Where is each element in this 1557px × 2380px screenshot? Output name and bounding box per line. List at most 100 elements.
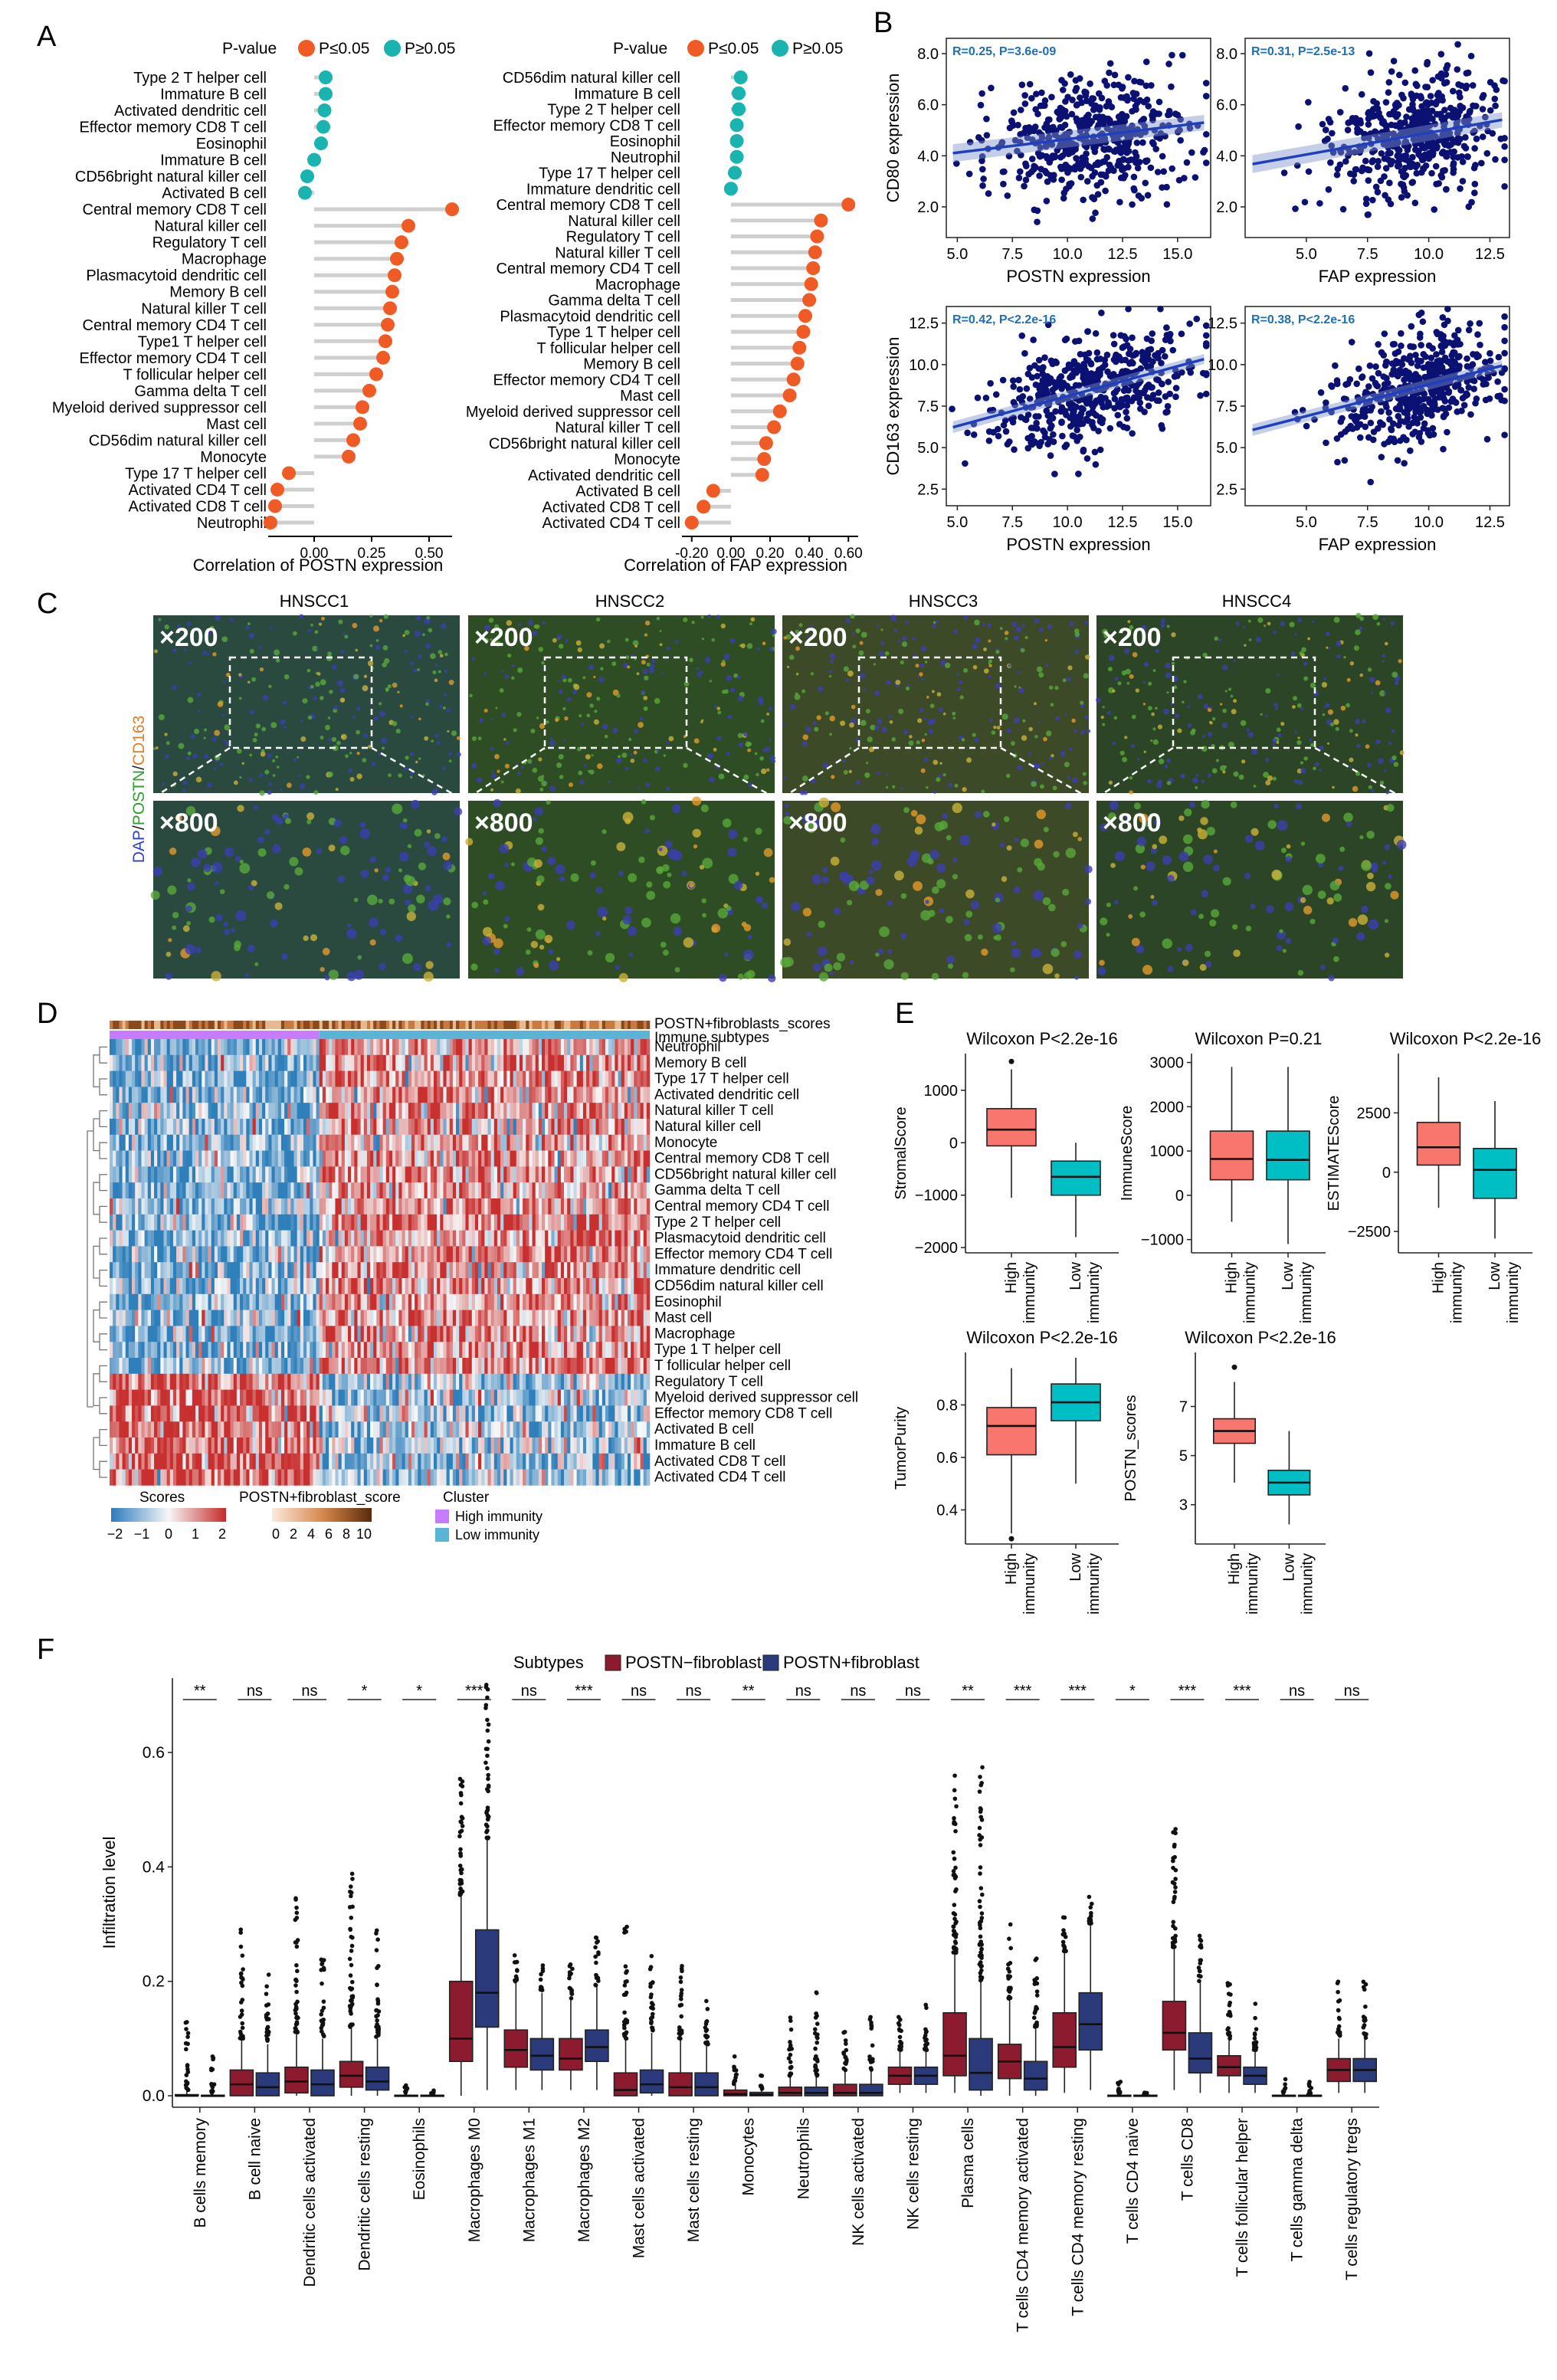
- fibroblast-score-cell: [424, 1021, 428, 1029]
- scatter-point: [1051, 129, 1058, 136]
- cell-spot: [356, 729, 361, 735]
- cell-spot: [1221, 722, 1228, 729]
- scatter-point: [1437, 342, 1445, 349]
- cell-spot: [1274, 706, 1278, 710]
- scatter-point: [1174, 111, 1182, 119]
- fibroblast-score-cell: [618, 1021, 621, 1029]
- scatter-point: [1082, 366, 1089, 374]
- heatmap-cell: [329, 1087, 333, 1103]
- cell-spot: [1100, 715, 1104, 720]
- heatmap-cell: [605, 1054, 609, 1071]
- heatmap-cell: [564, 1087, 568, 1103]
- heatmap-cell: [395, 1039, 399, 1056]
- cell-spot: [349, 752, 352, 755]
- cell-spot: [627, 926, 638, 936]
- cell-spot: [166, 952, 172, 957]
- cell-spot: [307, 629, 312, 633]
- heatmap-cell: [227, 1054, 231, 1071]
- heatmap-cell: [214, 1103, 218, 1120]
- cell-spot: [471, 657, 476, 661]
- cell-spot: [547, 856, 556, 866]
- cell-spot: [438, 670, 441, 674]
- cell-spot: [516, 771, 521, 775]
- cell-spot: [593, 675, 596, 679]
- cell-spot: [1273, 630, 1277, 634]
- cell-spot: [1013, 635, 1020, 641]
- cell-spot: [231, 928, 235, 933]
- heatmap-cell: [621, 1103, 625, 1120]
- scatter-point: [1004, 441, 1011, 448]
- cell-spot: [1074, 950, 1082, 959]
- cell-spot: [409, 752, 415, 756]
- scatter-point: [1085, 349, 1093, 357]
- scatter-point: [1369, 113, 1376, 120]
- scatter-point: [1419, 318, 1427, 326]
- cell-spot: [516, 712, 522, 717]
- heatmap-cell: [132, 1070, 136, 1087]
- heatmap-cell: [545, 1039, 549, 1056]
- cell-spot: [424, 736, 429, 741]
- scatter-point: [1131, 186, 1138, 194]
- heatmap-cell: [230, 1054, 234, 1071]
- cell-spot: [1073, 729, 1077, 733]
- cell-spot: [1139, 911, 1146, 918]
- scatter-point: [1364, 166, 1372, 173]
- cell-spot: [1343, 656, 1346, 659]
- cell-spot: [1290, 651, 1296, 657]
- heatmap-cell: [144, 1070, 149, 1087]
- cell-spot: [167, 885, 177, 895]
- cell-spot: [238, 697, 242, 700]
- heatmap-cell: [589, 1103, 593, 1120]
- cell-spot: [689, 882, 694, 888]
- cell-spot: [395, 934, 403, 942]
- scatter-point: [1035, 356, 1043, 364]
- cell-spot: [444, 652, 448, 657]
- heatmap-cell: [427, 1070, 431, 1087]
- cell-spot: [1129, 790, 1133, 795]
- cell-spot: [769, 739, 772, 742]
- cell-spot: [1147, 706, 1152, 711]
- heatmap-cell: [615, 1103, 618, 1120]
- row-label: Natural killer cell: [568, 213, 680, 230]
- cell-spot: [583, 764, 587, 767]
- heatmap-cell: [615, 1087, 618, 1103]
- heatmap-cell: [297, 1039, 301, 1056]
- heatmap-cell: [218, 1070, 221, 1087]
- cell-spot: [630, 753, 634, 757]
- cell-spot: [1021, 624, 1026, 628]
- scatter-point: [1059, 87, 1067, 93]
- heatmap-cell: [535, 1039, 539, 1056]
- scatter-point: [1483, 149, 1491, 157]
- scatter-point: [1155, 389, 1162, 396]
- lollipop-dot: [362, 383, 376, 398]
- cell-spot: [321, 616, 325, 621]
- heatmap-cell: [214, 1054, 218, 1071]
- cell-spot: [952, 716, 956, 720]
- cell-spot: [1328, 647, 1331, 650]
- fibroblast-score-cell: [326, 1021, 329, 1029]
- heatmap-cell: [185, 1039, 189, 1056]
- cell-spot: [601, 723, 608, 730]
- scatter-point: [1293, 162, 1301, 169]
- heatmap-cell: [500, 1103, 504, 1120]
- cell-spot: [448, 752, 452, 756]
- lollipop-dot: [772, 404, 787, 418]
- heatmap-cell: [249, 1087, 253, 1103]
- scatter-point: [1086, 395, 1093, 402]
- cell-spot: [946, 955, 956, 964]
- cell-spot: [1379, 780, 1385, 785]
- heatmap-cell: [297, 1103, 301, 1120]
- heatmap-cell: [157, 1054, 161, 1071]
- heatmap-cell: [379, 1039, 383, 1056]
- scatter-point: [1044, 411, 1052, 419]
- x-axis-title: FAP expression: [1319, 267, 1437, 286]
- magnification-label: ×200: [159, 623, 218, 652]
- heatmap-cell: [548, 1039, 552, 1056]
- cell-spot: [919, 707, 924, 713]
- heatmap-cell: [182, 1039, 186, 1056]
- scatter-point: [1060, 189, 1068, 196]
- cell-spot: [681, 870, 687, 877]
- cell-spot: [1071, 718, 1076, 723]
- heatmap-cell: [611, 1070, 615, 1087]
- cell-spot: [1136, 837, 1147, 847]
